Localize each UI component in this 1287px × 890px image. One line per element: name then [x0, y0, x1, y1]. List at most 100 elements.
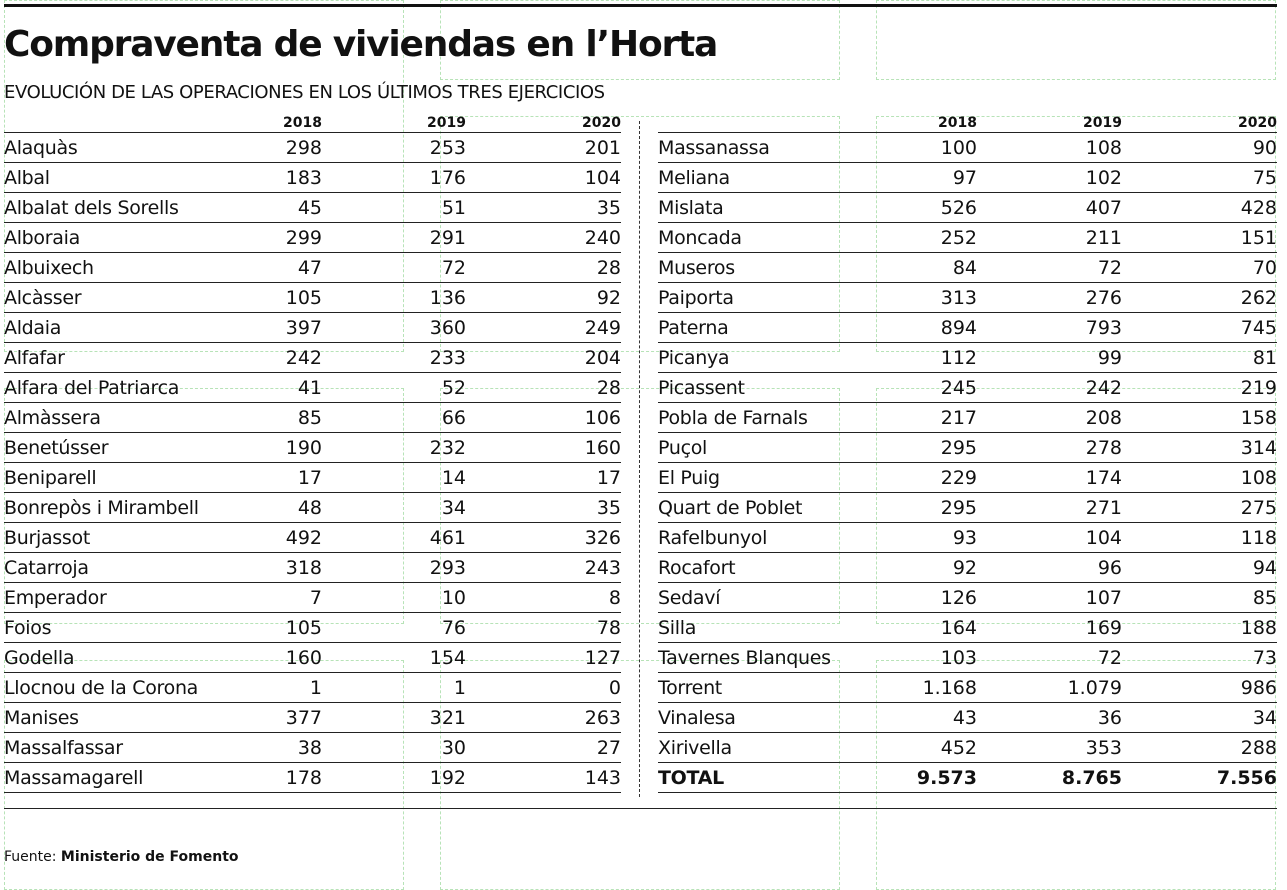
municipality-name: Pobla de Farnals	[658, 406, 808, 429]
municipality-name: Rocafort	[658, 556, 736, 579]
value-2019: 72	[441, 256, 466, 279]
value-2019: 211	[1085, 226, 1122, 249]
value-2018: 105	[285, 616, 322, 639]
value-2018: 295	[940, 436, 977, 459]
table-row: Emperador 7 10 8	[4, 583, 621, 613]
table-row: Beniparell 17 14 17	[4, 463, 621, 493]
table-row: Puçol 295 278 314	[658, 433, 1277, 463]
table-row: Massamagarell 178 192 143	[4, 763, 621, 793]
municipality-name: Tavernes Blanques	[658, 646, 831, 669]
value-2020: 160	[584, 436, 621, 459]
value-2020: 34	[1252, 706, 1277, 729]
value-2020: 243	[584, 556, 621, 579]
total-row: TOTAL 9.573 8.765 7.556	[658, 763, 1277, 793]
table-row: Alfafar 242 233 204	[4, 343, 621, 373]
column-header-2018: 2018	[938, 114, 977, 131]
value-2020: 28	[596, 376, 621, 399]
page-title: Compraventa de viviendas en l’Horta	[4, 24, 718, 65]
municipality-name: Albuixech	[4, 256, 94, 279]
value-2018: 38	[297, 736, 322, 759]
value-2018: 164	[940, 616, 977, 639]
municipality-name: Mislata	[658, 196, 724, 219]
value-2018: 17	[297, 466, 322, 489]
value-2018: 85	[297, 406, 322, 429]
municipality-name: Burjassot	[4, 526, 90, 549]
table-row: Picanya 112 99 81	[658, 343, 1277, 373]
municipality-name: Albalat dels Sorells	[4, 196, 179, 219]
municipality-name: Massanassa	[658, 136, 770, 159]
value-2020: 263	[584, 706, 621, 729]
value-2020: 85	[1252, 586, 1277, 609]
value-2020: 127	[584, 646, 621, 669]
table-row: Mislata 526 407 428	[658, 193, 1277, 223]
value-2019: 51	[441, 196, 466, 219]
value-2019: 208	[1085, 406, 1122, 429]
value-2018: 377	[285, 706, 322, 729]
table-row: Vinalesa 43 36 34	[658, 703, 1277, 733]
value-2018: 397	[285, 316, 322, 339]
value-2019: 107	[1085, 586, 1122, 609]
value-2019: 174	[1085, 466, 1122, 489]
value-2020: 201	[584, 136, 621, 159]
municipality-name: Alcàsser	[4, 286, 82, 309]
municipality-name: Massalfassar	[4, 736, 123, 759]
source-note: Fuente: Ministerio de Fomento	[4, 849, 239, 865]
value-2019: 232	[429, 436, 466, 459]
value-2019: 72	[1097, 256, 1122, 279]
municipality-name: Benetússer	[4, 436, 109, 459]
value-2018: 229	[940, 466, 977, 489]
value-2018: 112	[940, 346, 977, 369]
value-2018: 103	[940, 646, 977, 669]
table-header: 2018 2019 2020	[4, 113, 621, 133]
value-2019: 14	[441, 466, 466, 489]
value-2020: 204	[584, 346, 621, 369]
table-row: Quart de Poblet 295 271 275	[658, 493, 1277, 523]
value-2018: 299	[285, 226, 322, 249]
table-row: Moncada 252 211 151	[658, 223, 1277, 253]
value-2019: 407	[1085, 196, 1122, 219]
value-2018: 526	[940, 196, 977, 219]
value-2018: 894	[940, 316, 977, 339]
municipality-name: Puçol	[658, 436, 708, 459]
value-2020: 81	[1252, 346, 1277, 369]
table-row: Foios 105 76 78	[4, 613, 621, 643]
value-2018: 160	[285, 646, 322, 669]
municipality-name: Bonrepòs i Mirambell	[4, 496, 199, 519]
value-2018: 43	[952, 706, 977, 729]
value-2020: 240	[584, 226, 621, 249]
value-2018: 313	[940, 286, 977, 309]
municipality-name: Godella	[4, 646, 75, 669]
value-2018: 452	[940, 736, 977, 759]
value-2020: 28	[596, 256, 621, 279]
value-2020: 106	[584, 406, 621, 429]
value-2020: 745	[1240, 316, 1277, 339]
value-2018: 252	[940, 226, 977, 249]
municipality-name: Vinalesa	[658, 706, 736, 729]
column-header-2018: 2018	[283, 114, 322, 131]
total-label: TOTAL	[658, 766, 724, 789]
value-2020: 143	[584, 766, 621, 789]
value-2019: 176	[429, 166, 466, 189]
value-2020: 108	[1240, 466, 1277, 489]
table-row: Godella 160 154 127	[4, 643, 621, 673]
value-2019: 461	[429, 526, 466, 549]
value-2019: 72	[1097, 646, 1122, 669]
table-row: Museros 84 72 70	[658, 253, 1277, 283]
value-2019: 66	[441, 406, 466, 429]
value-2018: 245	[940, 376, 977, 399]
table-row: Almàssera 85 66 106	[4, 403, 621, 433]
value-2019: 108	[1085, 136, 1122, 159]
value-2018: 97	[952, 166, 977, 189]
table-row: Picassent 245 242 219	[658, 373, 1277, 403]
column-header-2020: 2020	[1238, 114, 1277, 131]
value-2018: 242	[285, 346, 322, 369]
table-left: 2018 2019 2020 Alaquàs 298 253 201 Albal 183 176 1…	[4, 113, 621, 793]
municipality-name: Alboraia	[4, 226, 80, 249]
value-2019: 76	[441, 616, 466, 639]
value-2019: 34	[441, 496, 466, 519]
municipality-name: Alfafar	[4, 346, 65, 369]
value-2020: 288	[1240, 736, 1277, 759]
municipality-name: Almàssera	[4, 406, 101, 429]
source-label: Fuente:	[4, 849, 57, 865]
value-2020: 219	[1240, 376, 1277, 399]
